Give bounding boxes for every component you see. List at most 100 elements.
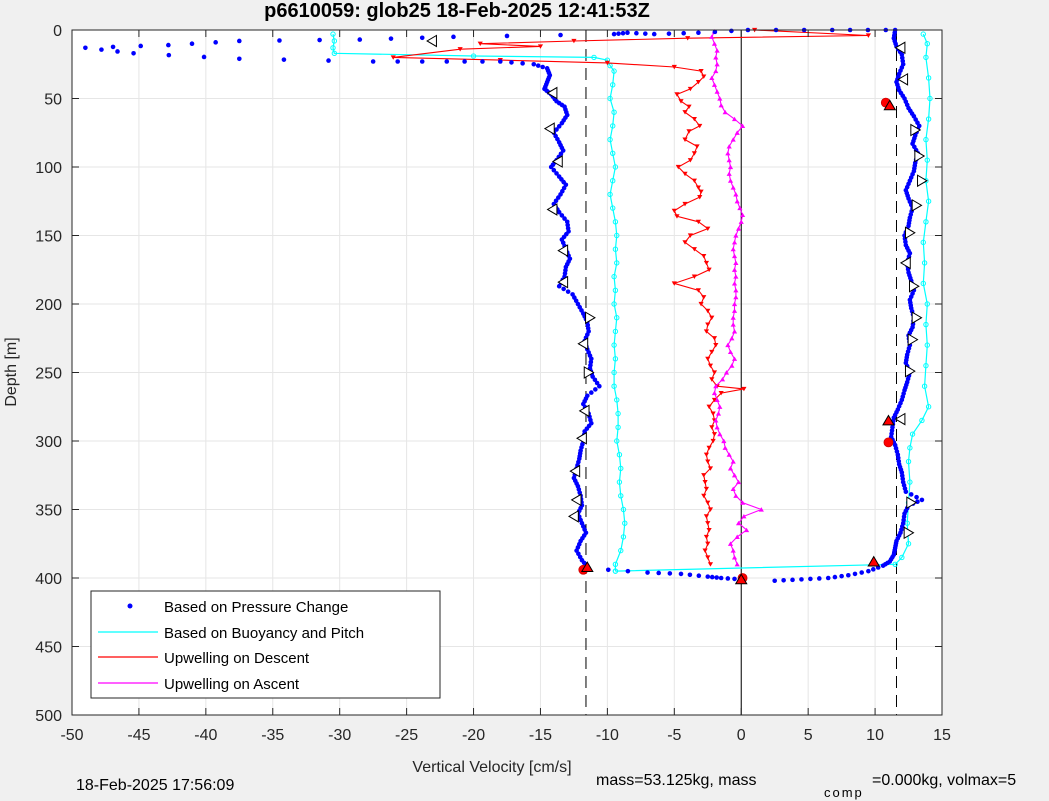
upwelling-descent-point (691, 247, 697, 252)
upwelling-descent-point (709, 349, 715, 355)
open-triangle-marker (578, 404, 590, 418)
upwelling-ascent-point (738, 219, 744, 224)
pressure-point (462, 59, 467, 64)
series-upwelling-descent (390, 27, 871, 567)
pressure-point (559, 213, 565, 218)
upwelling-descent-point (707, 363, 714, 368)
pressure-point (594, 380, 600, 386)
upwelling-ascent-point (714, 424, 720, 430)
pressure-point (277, 38, 282, 43)
buoyancy-point (607, 136, 613, 143)
upwelling-ascent-point (733, 274, 739, 279)
buoyancy-point (919, 417, 925, 424)
pressure-point (558, 151, 564, 157)
pressure-point (914, 494, 919, 500)
buoyancy-point (610, 123, 616, 129)
upwelling-ascent-point (709, 75, 715, 81)
upwelling-ascent-point (731, 116, 738, 122)
upwelling-descent-point (705, 356, 711, 362)
open-triangle-marker (904, 226, 916, 240)
upwelling-ascent-point (725, 342, 731, 348)
upwelling-descent-point (477, 41, 483, 47)
upwelling-descent-point (709, 377, 715, 382)
upwelling-descent-point (685, 36, 691, 41)
upwelling-ascent-point (730, 185, 736, 190)
pressure-point (509, 60, 514, 65)
buoyancy-point (620, 534, 627, 540)
pressure-point (645, 570, 650, 575)
upwelling-ascent-point (737, 205, 743, 211)
pressure-point (625, 568, 631, 574)
upwelling-ascent-point (718, 103, 724, 108)
upwelling-descent-point (697, 123, 703, 129)
pressure-point (166, 52, 172, 58)
y-tick-label: 450 (35, 640, 62, 657)
upwelling-descent-point (457, 47, 463, 52)
pressure-point (597, 383, 602, 389)
upwelling-ascent-point (722, 445, 728, 450)
upwelling-descent-point (691, 116, 697, 122)
pressure-point (592, 377, 598, 383)
upwelling-descent-point (711, 336, 718, 341)
buoyancy-point (925, 116, 932, 122)
buoyancy-point (616, 479, 623, 485)
upwelling-descent-point (686, 129, 692, 134)
buoyancy-point (615, 424, 621, 430)
pressure-point (131, 50, 136, 56)
y-tick-label: 350 (35, 503, 62, 520)
pressure-point (237, 56, 242, 62)
x-tick-label: 0 (737, 727, 746, 744)
pressure-point (643, 31, 648, 36)
x-tick-label: 5 (804, 727, 813, 744)
buoyancy-point (923, 321, 929, 328)
buoyancy-point (612, 164, 619, 170)
upwelling-ascent-point (726, 171, 732, 176)
open-triangle-marker (903, 526, 915, 540)
upwelling-descent-point (686, 104, 692, 110)
buoyancy-point (614, 260, 620, 266)
buoyancy-point (614, 232, 620, 239)
pressure-point (388, 36, 394, 41)
pressure-point (589, 390, 594, 395)
upwelling-descent-point (706, 445, 712, 451)
legend-label-ascent: Upwelling on Ascent (164, 676, 300, 693)
pressure-point (839, 573, 844, 579)
buoyancy-point (921, 260, 928, 266)
buoyancy-point (612, 561, 619, 567)
buoyancy-point (905, 541, 912, 547)
upwelling-ascent-point (715, 411, 722, 416)
upwelling-descent-point (537, 44, 544, 49)
upwelling-ascent-point (733, 493, 739, 498)
legend-box (90, 590, 441, 699)
upwelling-descent-point (691, 151, 697, 156)
pressure-point (667, 571, 673, 576)
buoyancy-point (924, 342, 930, 348)
upwelling-ascent-point (731, 253, 738, 259)
pressure-point (281, 57, 287, 62)
upwelling-descent-point (705, 500, 711, 505)
pressure-point (556, 283, 562, 289)
buoyancy-point (614, 397, 620, 403)
upwelling-descent-point (682, 240, 688, 245)
legend-swatch-pressure (127, 603, 133, 609)
upwelling-descent-point (697, 195, 703, 200)
upwelling-ascent-point (714, 48, 720, 53)
pressure-point (540, 64, 545, 70)
open-triangle-marker (897, 72, 909, 86)
upwelling-ascent-point (741, 514, 747, 519)
legend-entry-descent: Upwelling on Descent (98, 650, 310, 667)
buoyancy-point (611, 301, 617, 307)
buoyancy-point (907, 479, 913, 485)
upwelling-ascent-point (739, 212, 746, 218)
upwelling-descent-point (707, 507, 714, 512)
buoyancy-point (921, 383, 928, 389)
upwelling-ascent-point (717, 431, 723, 437)
upwelling-descent-point (682, 110, 688, 115)
upwelling-descent-point (687, 158, 693, 163)
upwelling-ascent-point (730, 315, 736, 320)
buoyancy-point (470, 53, 477, 59)
upwelling-descent-point (741, 386, 747, 392)
upwelling-descent-point (705, 459, 711, 464)
pressure-point (110, 44, 116, 50)
pressure-point (551, 167, 557, 173)
